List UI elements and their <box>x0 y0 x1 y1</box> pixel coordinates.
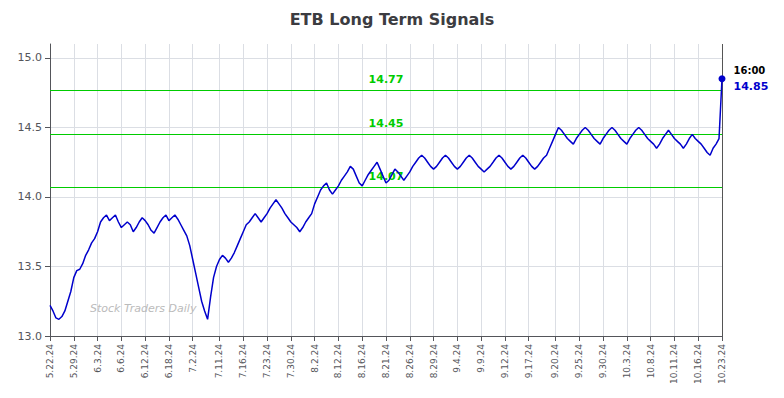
svg-text:10.3.24: 10.3.24 <box>622 344 632 379</box>
svg-text:6.18.24: 6.18.24 <box>164 344 174 379</box>
svg-text:13.0: 13.0 <box>18 330 43 343</box>
svg-text:6.12.24: 6.12.24 <box>140 344 150 379</box>
svg-text:7.16.24: 7.16.24 <box>238 344 248 379</box>
svg-text:8.26.24: 8.26.24 <box>405 344 415 379</box>
svg-text:6.3.24: 6.3.24 <box>93 344 103 373</box>
svg-text:10.11.24: 10.11.24 <box>669 344 679 384</box>
svg-text:8.16.24: 8.16.24 <box>357 344 367 379</box>
svg-text:8.21.24: 8.21.24 <box>381 344 391 379</box>
svg-text:8.29.24: 8.29.24 <box>429 344 439 379</box>
svg-text:15.0: 15.0 <box>18 51 43 64</box>
svg-text:10.8.24: 10.8.24 <box>646 344 656 379</box>
svg-text:13.5: 13.5 <box>18 260 43 273</box>
svg-text:14.5: 14.5 <box>18 121 43 134</box>
svg-text:7.2.24: 7.2.24 <box>188 344 198 373</box>
svg-text:10.23.24: 10.23.24 <box>717 344 727 384</box>
svg-text:5.22.24: 5.22.24 <box>45 344 55 379</box>
svg-text:10.16.24: 10.16.24 <box>693 344 703 384</box>
svg-text:9.30.24: 9.30.24 <box>598 344 608 379</box>
svg-text:9.20.24: 9.20.24 <box>550 344 560 379</box>
svg-text:14.0: 14.0 <box>18 190 43 203</box>
svg-text:9.12.24: 9.12.24 <box>500 344 510 379</box>
svg-text:14.07: 14.07 <box>368 170 404 184</box>
svg-text:7.11.24: 7.11.24 <box>214 344 224 379</box>
svg-text:9.9.24: 9.9.24 <box>476 344 486 373</box>
svg-text:7.30.24: 7.30.24 <box>286 344 296 379</box>
svg-text:ETB Long Term Signals: ETB Long Term Signals <box>290 10 495 29</box>
svg-text:6.6.24: 6.6.24 <box>116 344 126 373</box>
svg-text:9.25.24: 9.25.24 <box>574 344 584 379</box>
svg-text:7.23.24: 7.23.24 <box>262 344 272 379</box>
svg-text:16:00: 16:00 <box>734 65 766 76</box>
svg-text:8.2.24: 8.2.24 <box>310 344 320 373</box>
svg-text:14.85: 14.85 <box>734 80 769 93</box>
svg-text:14.77: 14.77 <box>369 73 404 86</box>
svg-text:9.4.24: 9.4.24 <box>452 344 462 373</box>
svg-text:9.17.24: 9.17.24 <box>524 344 534 379</box>
svg-text:14.45: 14.45 <box>369 117 404 130</box>
svg-text:Stock Traders Daily: Stock Traders Daily <box>90 302 197 315</box>
svg-text:5.29.24: 5.29.24 <box>69 344 79 379</box>
svg-text:8.12.24: 8.12.24 <box>333 344 343 379</box>
